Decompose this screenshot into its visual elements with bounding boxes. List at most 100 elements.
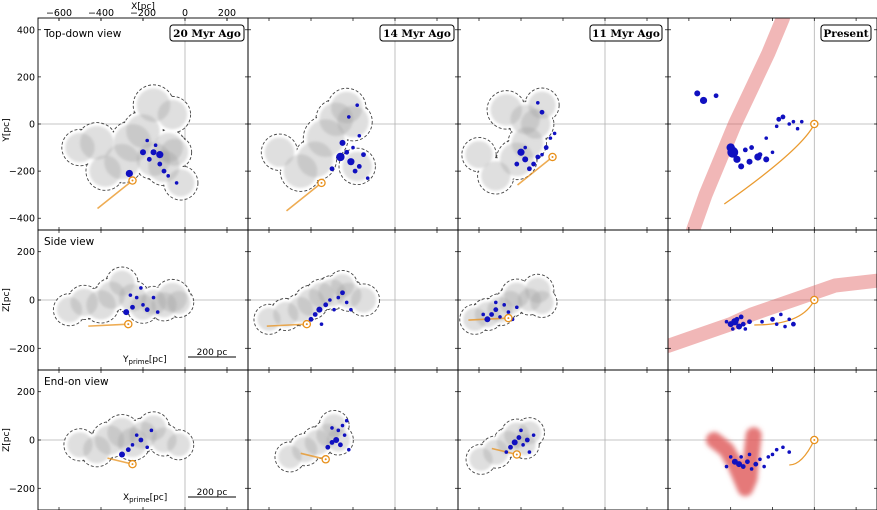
cluster-point (552, 131, 557, 136)
cluster-point (535, 154, 541, 160)
cluster-point (125, 169, 133, 178)
y-tick-label: 0 (29, 296, 35, 307)
panel-r1-c1 (247, 229, 459, 371)
top-tick-label: −400 (88, 8, 114, 19)
cluster-point (502, 303, 507, 307)
panel-ticks (458, 18, 668, 230)
cluster-point (766, 455, 771, 459)
cluster-point (340, 423, 345, 428)
cluster-point (316, 306, 323, 313)
panel-r2-c2 (457, 369, 669, 510)
sun-trail (88, 323, 129, 327)
cloud-blob (157, 99, 188, 130)
cluster-point (355, 103, 360, 107)
sun-trail (517, 156, 553, 186)
cluster-point (144, 307, 150, 313)
cluster-point (747, 319, 752, 325)
cloud-blob (167, 433, 191, 457)
cloud-blob (530, 290, 554, 314)
cluster-point (146, 156, 152, 162)
cluster-point (338, 442, 343, 448)
svg-text:Present: Present (823, 28, 868, 40)
cluster-point (308, 316, 314, 322)
panel-ticks (458, 230, 668, 370)
cluster-point (738, 163, 745, 170)
sun-trail (754, 299, 815, 326)
top-axis-ticks: −600 −400 −200 0 200 (46, 8, 236, 21)
cluster-point (330, 426, 334, 430)
panel-r0-c0 (37, 17, 249, 231)
cluster-point (531, 161, 536, 167)
cluster-point (774, 124, 779, 129)
y-tick-label: −200 (9, 344, 35, 355)
cluster-point (770, 150, 775, 155)
cluster-point (774, 447, 779, 452)
panel-ticks (668, 18, 877, 230)
cluster-point (764, 136, 769, 140)
cluster-point (134, 433, 139, 437)
cluster-point (736, 323, 743, 330)
cluster-point (511, 439, 518, 446)
cloud-outline-arc (461, 137, 497, 173)
sun-trail (300, 452, 326, 461)
cluster-point (128, 293, 133, 297)
cluster-point (333, 437, 340, 443)
sun-marker-dot (813, 439, 816, 441)
scalebar-label-side: 200 pc (197, 348, 228, 358)
cluster-point (791, 119, 796, 124)
cluster-point (508, 444, 513, 450)
y-tick-label: −200 (9, 484, 35, 495)
cluster-point (787, 122, 792, 126)
panel-ticks (248, 18, 458, 230)
cluster-point (743, 327, 748, 331)
cluster-point (791, 321, 796, 327)
cluster-point (156, 151, 164, 159)
sun-marker-dot (515, 453, 518, 456)
cluster-point (539, 109, 545, 115)
cloud-outline-arc (338, 147, 376, 186)
panel-ticks (38, 370, 248, 510)
cluster-point (125, 447, 131, 453)
cluster-point (504, 450, 509, 454)
panel-ticks (38, 18, 248, 230)
cluster-point (138, 437, 144, 443)
cluster-point (521, 443, 525, 447)
sun-trail (107, 457, 133, 465)
cluster-point (332, 307, 336, 312)
sun-trail (97, 179, 133, 210)
y-tick-label: −200 (9, 167, 35, 178)
cluster-point (713, 93, 719, 99)
cluster-point (323, 302, 329, 308)
cluster-point (516, 435, 522, 440)
cluster-point (153, 143, 158, 147)
cloud-blob (80, 126, 114, 160)
sun-marker-dot (813, 123, 816, 125)
panel-r0-c3 (667, 17, 877, 231)
cluster-point (344, 149, 350, 155)
cluster-point (134, 295, 139, 300)
cluster-point (149, 428, 154, 433)
cluster-point (336, 428, 341, 433)
cluster-point (770, 452, 775, 457)
sun-trail (789, 439, 815, 466)
svg-text:14 Myr Ago: 14 Myr Ago (383, 28, 451, 40)
cluster-point (319, 322, 324, 326)
cloud-blob (517, 421, 541, 445)
panel-r0-c2 (457, 17, 669, 231)
cloud-blob (126, 114, 160, 148)
cluster-point (783, 324, 787, 329)
row-title-top-down: Top-down view (43, 28, 122, 40)
sun-marker-dot (507, 317, 510, 320)
cluster-point (747, 452, 752, 457)
cluster-point (527, 450, 532, 454)
cluster-point (733, 155, 741, 163)
cloud-blob (350, 287, 377, 313)
cloud-blob (465, 140, 493, 169)
cluster-point (351, 145, 355, 150)
cluster-point (493, 307, 499, 313)
sun-trail (286, 182, 322, 212)
cluster-point (139, 286, 143, 290)
sun-marker-dot (320, 181, 323, 184)
y-tick-label: 400 (17, 25, 35, 36)
y-tick-label: 200 (17, 247, 35, 258)
